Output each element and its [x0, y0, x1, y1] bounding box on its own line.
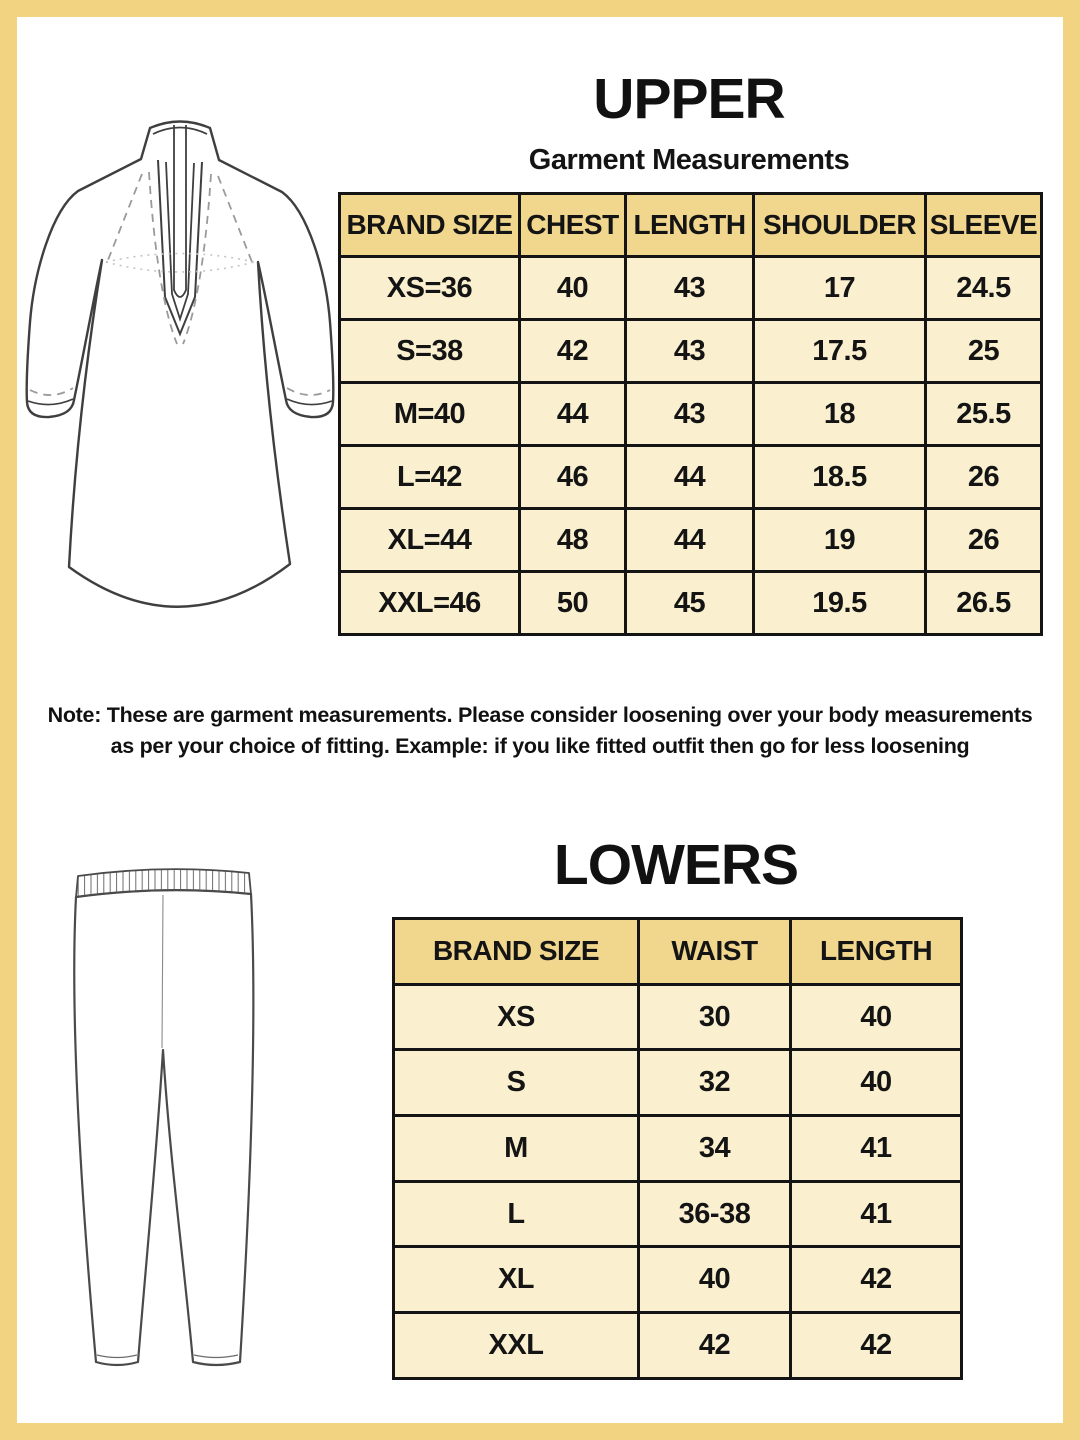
value-cell: 26	[924, 444, 1043, 510]
upper-col-brand-size: BRAND SIZE	[338, 192, 521, 258]
lowers-col-length: LENGTH	[789, 917, 963, 986]
note-line-1: Note: These are garment measurements. Pl…	[47, 703, 1033, 727]
value-cell: 42	[789, 1245, 963, 1315]
value-cell: 17.5	[752, 318, 927, 384]
value-cell: 36-38	[637, 1179, 792, 1249]
kurta-illustration	[25, 120, 335, 608]
value-cell: 40	[789, 982, 963, 1052]
size-cell: S=38	[338, 318, 521, 384]
value-cell: 44	[518, 381, 627, 447]
size-cell: XS	[392, 982, 640, 1052]
size-cell: XXL	[392, 1311, 640, 1380]
lowers-table-row: S 32 40	[392, 1048, 963, 1118]
upper-col-shoulder: SHOULDER	[752, 192, 927, 258]
lowers-table-row: XL 40 42	[392, 1245, 963, 1315]
upper-table-row: L=42 46 44 18.5 26	[338, 444, 1043, 510]
value-cell: 24.5	[924, 255, 1043, 321]
lowers-col-waist: WAIST	[637, 917, 792, 986]
size-cell: M=40	[338, 381, 521, 447]
size-cell: XL	[392, 1245, 640, 1315]
lowers-table-row: L 36-38 41	[392, 1179, 963, 1249]
value-cell: 34	[637, 1114, 792, 1183]
upper-col-sleeve: SLEEVE	[924, 192, 1043, 258]
value-cell: 30	[637, 982, 792, 1052]
value-cell: 42	[637, 1311, 792, 1380]
value-cell: 41	[789, 1179, 963, 1249]
lowers-col-brand-size: BRAND SIZE	[392, 917, 640, 986]
value-cell: 40	[518, 255, 627, 321]
value-cell: 42	[518, 318, 627, 384]
value-cell: 46	[518, 444, 627, 510]
value-cell: 25.5	[924, 381, 1043, 447]
lowers-measurements-table: BRAND SIZE WAIST LENGTH XS 30 40 S 32 40…	[392, 917, 963, 1380]
value-cell: 32	[637, 1048, 792, 1118]
size-cell: XL=44	[338, 507, 521, 573]
leggings-illustration	[73, 868, 255, 1367]
value-cell: 40	[637, 1245, 792, 1315]
upper-table-row: XS=36 40 43 17 24.5	[338, 255, 1043, 321]
upper-measurements-table: BRAND SIZE CHEST LENGTH SHOULDER SLEEVE …	[338, 192, 1043, 636]
value-cell: 50	[518, 570, 627, 636]
value-cell: 19.5	[752, 570, 927, 636]
value-cell: 18	[752, 381, 927, 447]
size-cell: M	[392, 1114, 640, 1183]
upper-table-row: XL=44 48 44 19 26	[338, 507, 1043, 573]
value-cell: 26	[924, 507, 1043, 573]
lowers-section-title: LOWERS	[553, 833, 799, 897]
value-cell: 48	[518, 507, 627, 573]
value-cell: 25	[924, 318, 1043, 384]
upper-table-row: XXL=46 50 45 19.5 26.5	[338, 570, 1043, 636]
measurement-note: Note: These are garment measurements. Pl…	[40, 700, 1040, 762]
value-cell: 44	[624, 444, 755, 510]
size-cell: L=42	[338, 444, 521, 510]
size-cell: L	[392, 1179, 640, 1249]
lowers-table-row: XS 30 40	[392, 982, 963, 1052]
lowers-table-header-row: BRAND SIZE WAIST LENGTH	[392, 917, 963, 986]
value-cell: 44	[624, 507, 755, 573]
lowers-table-row: XXL 42 42	[392, 1311, 963, 1380]
upper-section-subtitle: Garment Measurements	[528, 144, 850, 176]
value-cell: 19	[752, 507, 927, 573]
value-cell: 43	[624, 381, 755, 447]
value-cell: 26.5	[924, 570, 1043, 636]
size-cell: XS=36	[338, 255, 521, 321]
upper-table-header-row: BRAND SIZE CHEST LENGTH SHOULDER SLEEVE	[338, 192, 1043, 258]
value-cell: 40	[789, 1048, 963, 1118]
size-cell: S	[392, 1048, 640, 1118]
upper-table-row: M=40 44 43 18 25.5	[338, 381, 1043, 447]
value-cell: 41	[789, 1114, 963, 1183]
lowers-table-row: M 34 41	[392, 1114, 963, 1183]
size-cell: XXL=46	[338, 570, 521, 636]
note-line-2: as per your choice of fitting. Example: …	[110, 734, 970, 758]
value-cell: 42	[789, 1311, 963, 1380]
upper-table-row: S=38 42 43 17.5 25	[338, 318, 1043, 384]
value-cell: 18.5	[752, 444, 927, 510]
value-cell: 43	[624, 255, 755, 321]
upper-col-length: LENGTH	[624, 192, 755, 258]
value-cell: 43	[624, 318, 755, 384]
upper-col-chest: CHEST	[518, 192, 627, 258]
upper-section-title: UPPER	[593, 67, 785, 131]
value-cell: 17	[752, 255, 927, 321]
value-cell: 45	[624, 570, 755, 636]
